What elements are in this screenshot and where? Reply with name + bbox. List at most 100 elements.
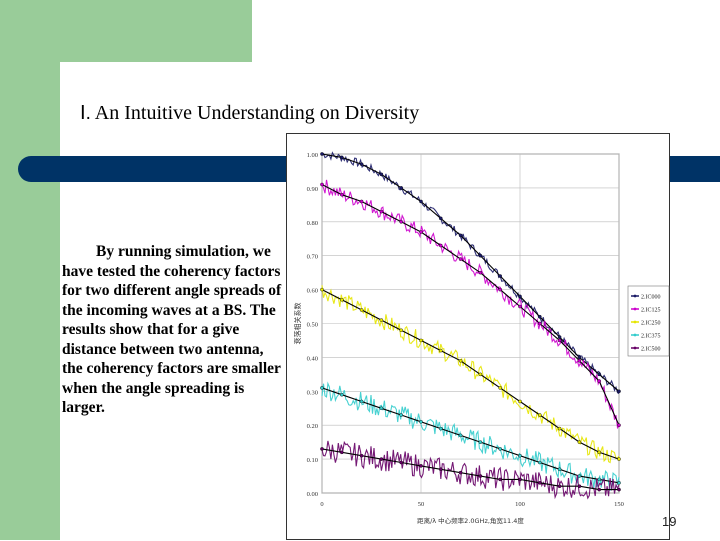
data-point	[557, 426, 562, 431]
data-point	[438, 426, 443, 431]
data-point	[617, 423, 621, 428]
data-point	[617, 457, 621, 461]
y-tick-label: 0.60	[307, 288, 318, 295]
x-tick-label: 50	[418, 501, 425, 508]
data-point	[379, 209, 384, 214]
legend-label: 2.IC375	[641, 334, 661, 340]
data-point	[379, 406, 384, 411]
data-point	[498, 287, 502, 292]
data-point	[597, 487, 602, 492]
x-tick-label: 150	[614, 501, 624, 508]
data-point	[359, 453, 364, 458]
data-point	[438, 467, 443, 472]
series-trace-3	[321, 381, 620, 491]
data-point	[438, 216, 443, 221]
series-fit-line-2	[321, 289, 620, 460]
data-point	[498, 386, 502, 390]
data-point	[597, 372, 602, 377]
series-trace-1	[321, 179, 620, 430]
data-point	[419, 420, 423, 424]
data-point	[419, 338, 423, 343]
title-numeral: Ⅰ.	[80, 103, 91, 124]
y-tick-label: 1.00	[307, 152, 318, 159]
x-tick-label: 100	[515, 501, 525, 508]
data-point	[340, 155, 344, 160]
data-point	[478, 270, 483, 275]
data-point	[399, 413, 403, 417]
green-top-band	[0, 0, 252, 62]
y-tick-label: 0.10	[307, 457, 318, 464]
coherency-chart: 0.00 0.10 0.20 0.30 0.40 0.50 0.60 0.70 0.80 0.90…	[286, 133, 670, 540]
data-point	[320, 182, 324, 187]
data-point	[359, 308, 364, 312]
data-point	[557, 335, 562, 339]
series-fit-line-3	[321, 387, 620, 484]
legend-marker	[633, 346, 637, 350]
legend-marker	[633, 307, 637, 311]
data-point	[617, 487, 621, 492]
data-point	[577, 358, 582, 363]
data-point	[518, 453, 522, 458]
data-point	[438, 348, 443, 353]
series-fit-line-0	[321, 153, 620, 392]
data-point	[379, 457, 384, 461]
data-point	[617, 389, 621, 394]
data-point	[320, 152, 324, 156]
data-point	[399, 186, 403, 190]
legend-label: 2.IC125	[641, 308, 661, 314]
legend-label: 2.IC250	[641, 321, 661, 327]
data-point	[537, 413, 542, 417]
data-point	[597, 379, 602, 383]
data-point	[537, 314, 542, 319]
y-tick-label: 0.20	[307, 423, 318, 430]
data-point	[478, 372, 483, 377]
data-point	[320, 386, 324, 390]
slide-title: Ⅰ. An Intuitive Understanding on Diversi…	[80, 102, 419, 125]
legend-marker	[633, 333, 637, 337]
page-number: 19	[662, 514, 677, 529]
data-point	[458, 433, 463, 438]
y-tick-label: 0.40	[307, 355, 318, 362]
data-point	[320, 447, 324, 451]
data-point	[419, 464, 423, 468]
data-point	[340, 297, 344, 302]
data-point	[478, 474, 483, 478]
data-point	[458, 233, 463, 238]
data-point	[340, 392, 344, 397]
data-point	[498, 477, 502, 482]
y-axis-label: 衰落相关系数	[293, 303, 302, 345]
y-tick-label: 0.70	[307, 254, 318, 261]
x-tick-label: 0	[320, 501, 323, 508]
y-tick-label: 0.00	[307, 491, 318, 498]
data-point	[577, 440, 582, 444]
data-point	[537, 460, 542, 465]
data-point	[478, 253, 483, 258]
data-point	[340, 450, 344, 455]
data-point	[537, 481, 542, 485]
data-point	[340, 192, 344, 197]
data-point	[399, 328, 403, 333]
data-point	[577, 355, 582, 360]
data-point	[438, 243, 443, 248]
legend-marker	[633, 320, 637, 324]
data-point	[498, 274, 502, 278]
y-tick-label: 0.90	[307, 186, 318, 193]
data-point	[379, 172, 384, 177]
data-point	[537, 321, 542, 326]
data-point	[359, 199, 364, 204]
data-point	[557, 467, 562, 472]
data-point	[458, 358, 463, 363]
data-point	[320, 287, 324, 292]
data-point	[359, 162, 364, 166]
series-fit-line-4	[321, 448, 619, 491]
green-side-band	[0, 0, 60, 540]
series-trace-4	[321, 440, 620, 500]
data-point	[379, 318, 384, 322]
y-tick-label: 0.50	[307, 322, 318, 329]
data-point	[458, 257, 463, 261]
y-tick-label: 0.30	[307, 389, 318, 396]
legend-box	[627, 285, 670, 357]
data-point	[478, 440, 483, 444]
legend-label: 2.IC000	[641, 295, 661, 301]
data-point	[498, 447, 502, 451]
